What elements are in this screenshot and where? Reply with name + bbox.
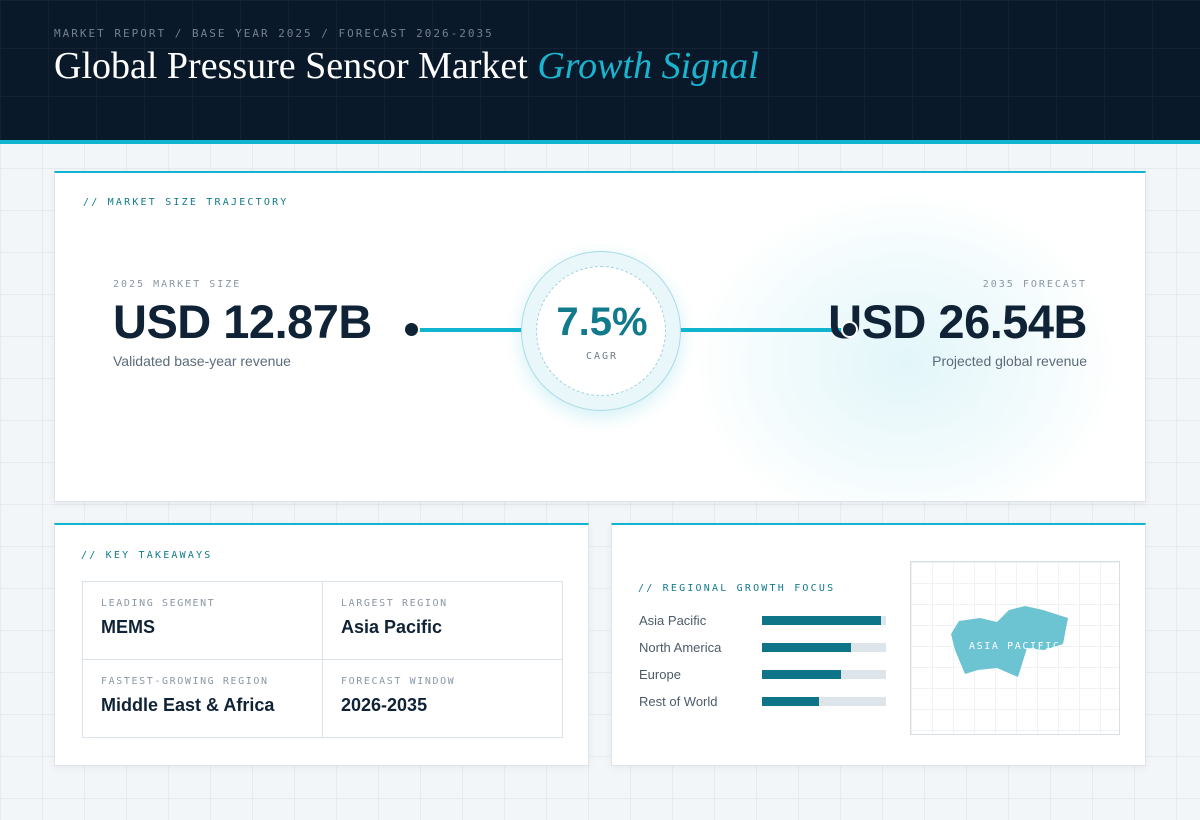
background-glow: [695, 193, 1115, 501]
trajectory-section-label: // MARKET SIZE TRAJECTORY: [83, 197, 289, 208]
cagr-inner-ring: 7.5% CAGR: [536, 266, 666, 396]
takeaway-value: 2026-2035: [341, 695, 428, 715]
region-bar-fill: [762, 697, 820, 706]
region-map: ASIA PACIFIC: [910, 561, 1120, 735]
takeaway-value: MEMS: [101, 617, 155, 637]
region-bar-track: [762, 616, 886, 625]
takeaway-leading-segment: LEADING SEGMENT MEMS: [83, 582, 323, 660]
cagr-value: 7.5%: [556, 300, 648, 344]
page-title-main: Global Pressure Sensor Market: [54, 45, 528, 87]
region-name: North America: [639, 640, 722, 655]
trajectory-line-right: [677, 328, 849, 332]
takeaway-forecast-window: FORECAST WINDOW 2026-2035: [323, 660, 563, 738]
takeaway-fastest-growing-region: FASTEST-GROWING REGION Middle East & Afr…: [83, 660, 323, 738]
cagr-badge: 7.5% CAGR: [521, 251, 681, 411]
cagr-label: CAGR: [585, 351, 619, 362]
region-bar-track: [762, 643, 886, 652]
base-point-marker: [403, 321, 420, 338]
asia-pacific-region-shape: [951, 606, 1068, 677]
base-year-note: Validated base-year revenue: [113, 353, 291, 369]
region-bar-fill: [762, 670, 842, 679]
region-bar-track: [762, 670, 886, 679]
takeaway-largest-region: LARGEST REGION Asia Pacific: [323, 582, 563, 660]
key-takeaways-card: // KEY TAKEAWAYS LEADING SEGMENT MEMS LA…: [54, 523, 589, 766]
takeaway-value: Asia Pacific: [341, 617, 443, 637]
takeaway-label: LARGEST REGION: [341, 598, 448, 609]
regional-section-label: // REGIONAL GROWTH FOCUS: [638, 583, 836, 594]
region-name: Europe: [639, 667, 681, 682]
takeaway-label: FASTEST-GROWING REGION: [101, 676, 269, 687]
region-name: Rest of World: [639, 694, 718, 709]
market-size-trajectory-card: // MARKET SIZE TRAJECTORY 2025 MARKET SI…: [54, 171, 1146, 502]
map-region-label: ASIA PACIFIC: [969, 641, 1061, 652]
regional-growth-card: // REGIONAL GROWTH FOCUS Asia Pacific No…: [611, 523, 1146, 766]
page-title-accent: Growth Signal: [537, 45, 759, 87]
breadcrumb: MARKET REPORT / BASE YEAR 2025 / FORECAS…: [54, 27, 494, 40]
region-name: Asia Pacific: [639, 613, 707, 628]
forecast-note: Projected global revenue: [932, 353, 1087, 369]
forecast-value: USD 26.54B: [828, 295, 1087, 348]
asia-pacific-map-shape: [951, 606, 1068, 677]
takeaways-grid: LEADING SEGMENT MEMS LARGEST REGION Asia…: [82, 581, 563, 738]
region-bar-fill: [762, 616, 882, 625]
region-bar-track: [762, 697, 886, 706]
page-title: Global Pressure Sensor Market Growth Sig…: [54, 44, 759, 88]
takeaway-label: LEADING SEGMENT: [101, 598, 216, 609]
base-year-value: USD 12.87B: [113, 295, 372, 348]
takeaways-section-label: // KEY TAKEAWAYS: [81, 550, 213, 561]
trajectory-line-left: [415, 328, 525, 332]
takeaway-value: Middle East & Africa: [101, 695, 275, 715]
forecast-point-marker: [841, 321, 858, 338]
forecast-label: 2035 FORECAST: [982, 279, 1087, 290]
report-header: MARKET REPORT / BASE YEAR 2025 / FORECAS…: [0, 0, 1200, 144]
takeaway-label: FORECAST WINDOW: [341, 676, 456, 687]
base-year-label: 2025 MARKET SIZE: [113, 279, 242, 290]
region-bar-fill: [762, 643, 852, 652]
